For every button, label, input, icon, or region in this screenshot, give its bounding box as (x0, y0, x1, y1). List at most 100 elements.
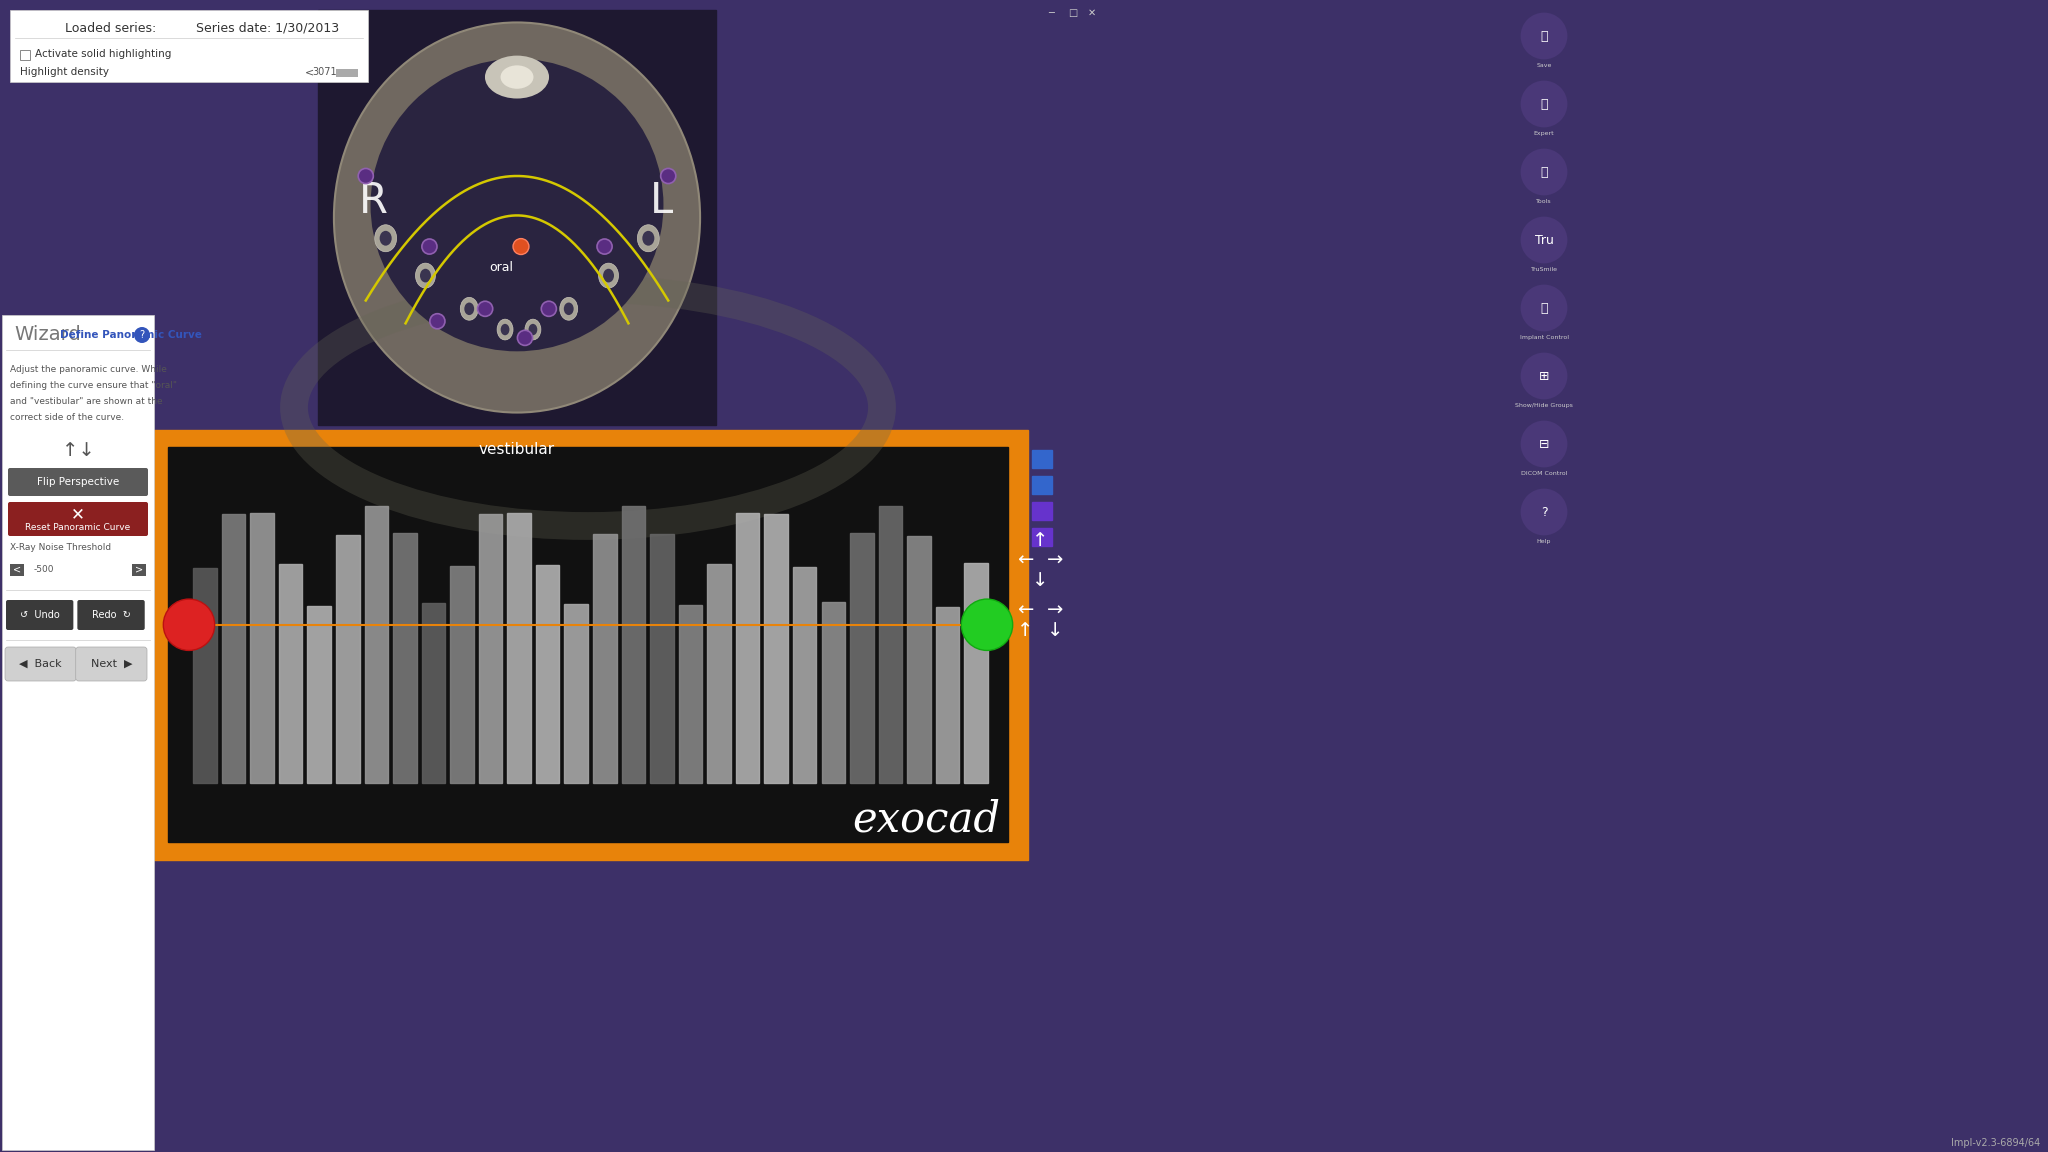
Text: Help: Help (1536, 539, 1550, 544)
Ellipse shape (375, 225, 397, 252)
Bar (821, 602, 846, 782)
Circle shape (512, 238, 528, 255)
Text: Loaded series:: Loaded series: (66, 22, 156, 35)
Bar (649, 535, 674, 782)
Ellipse shape (498, 319, 512, 340)
Text: Redo  ↻: Redo ↻ (92, 611, 131, 620)
Bar (10, 10, 369, 82)
Text: ─: ─ (1049, 8, 1055, 18)
Ellipse shape (598, 263, 618, 288)
Text: ✕: ✕ (72, 506, 84, 523)
Bar (20, 50, 31, 60)
Circle shape (430, 313, 444, 328)
FancyBboxPatch shape (8, 502, 147, 536)
Bar (336, 69, 358, 77)
Ellipse shape (371, 59, 664, 351)
Text: Wizard: Wizard (14, 326, 80, 344)
Text: Impl-v2.3-6894/64: Impl-v2.3-6894/64 (1952, 1138, 2040, 1149)
Circle shape (598, 238, 612, 255)
Text: ↑: ↑ (1032, 531, 1049, 550)
Text: <: < (12, 564, 20, 575)
Ellipse shape (416, 263, 436, 288)
Text: Implant Control: Implant Control (1520, 335, 1569, 340)
Text: →: → (1047, 600, 1063, 620)
Circle shape (133, 327, 150, 343)
Text: ↑↓: ↑↓ (61, 440, 94, 460)
Ellipse shape (485, 55, 549, 99)
Text: Highlight density: Highlight density (20, 67, 109, 77)
Bar (1032, 450, 1053, 468)
Text: defining the curve ensure that "oral": defining the curve ensure that "oral" (10, 381, 176, 391)
Text: R: R (358, 180, 387, 222)
FancyBboxPatch shape (78, 600, 145, 630)
Circle shape (1520, 488, 1567, 536)
Bar (1040, 0, 2048, 1152)
Ellipse shape (379, 230, 391, 245)
Bar (965, 563, 987, 782)
Text: 🎓: 🎓 (1540, 98, 1548, 111)
Ellipse shape (563, 303, 573, 316)
Text: ←: ← (1016, 551, 1032, 569)
Ellipse shape (637, 225, 659, 252)
Text: ↓: ↓ (1032, 570, 1049, 590)
Circle shape (518, 331, 532, 346)
Text: and "vestibular" are shown at the: and "vestibular" are shown at the (10, 397, 162, 407)
Text: 🔧: 🔧 (1540, 166, 1548, 179)
Bar (936, 607, 958, 782)
Text: oral: oral (489, 260, 514, 274)
Bar (131, 564, 145, 576)
Bar (1032, 528, 1053, 546)
Text: Series date: 1/30/2013: Series date: 1/30/2013 (197, 22, 340, 35)
Text: 3071: 3071 (313, 67, 338, 77)
Bar (879, 506, 903, 782)
Text: ?: ? (139, 329, 145, 340)
Circle shape (541, 301, 557, 317)
Text: X-Ray Noise Threshold: X-Ray Noise Threshold (10, 544, 111, 553)
Circle shape (1520, 217, 1567, 264)
Bar (168, 447, 1008, 842)
Text: Activate solid highlighting: Activate solid highlighting (35, 50, 172, 59)
Bar (479, 514, 502, 782)
Circle shape (164, 599, 215, 651)
Bar (147, 430, 1028, 861)
Bar (907, 536, 930, 782)
Bar (594, 533, 616, 782)
Text: >: > (350, 67, 358, 77)
Circle shape (1520, 285, 1567, 332)
Text: 👁: 👁 (1540, 302, 1548, 314)
Bar (537, 566, 559, 782)
Bar (307, 606, 332, 782)
FancyBboxPatch shape (8, 468, 147, 497)
Bar (565, 604, 588, 782)
Bar (678, 605, 702, 782)
Text: -500: -500 (35, 566, 55, 575)
Ellipse shape (528, 324, 537, 335)
Text: Tools: Tools (1536, 199, 1552, 204)
Ellipse shape (461, 297, 477, 320)
Text: correct side of the curve.: correct side of the curve. (10, 414, 125, 423)
Bar (793, 567, 817, 782)
Text: Flip Perspective: Flip Perspective (37, 477, 119, 487)
Bar (451, 566, 473, 782)
Text: >: > (135, 564, 143, 575)
Bar (508, 514, 530, 782)
Text: ✕: ✕ (1087, 8, 1096, 18)
Circle shape (1520, 13, 1567, 60)
Text: ◀  Back: ◀ Back (18, 659, 61, 669)
Bar (336, 535, 360, 782)
Text: 💾: 💾 (1540, 30, 1548, 43)
Circle shape (662, 168, 676, 183)
Ellipse shape (559, 297, 578, 320)
Bar (623, 506, 645, 782)
Bar (393, 533, 416, 782)
Bar (1032, 476, 1053, 494)
Text: DICOM Control: DICOM Control (1522, 471, 1567, 476)
Text: ↓: ↓ (1047, 621, 1063, 639)
Bar (193, 568, 217, 782)
Text: Define Panoramic Curve: Define Panoramic Curve (59, 329, 203, 340)
Circle shape (1520, 420, 1567, 468)
Ellipse shape (524, 319, 541, 340)
Circle shape (1520, 81, 1567, 128)
Text: ⊟: ⊟ (1538, 438, 1548, 450)
Ellipse shape (643, 230, 655, 245)
